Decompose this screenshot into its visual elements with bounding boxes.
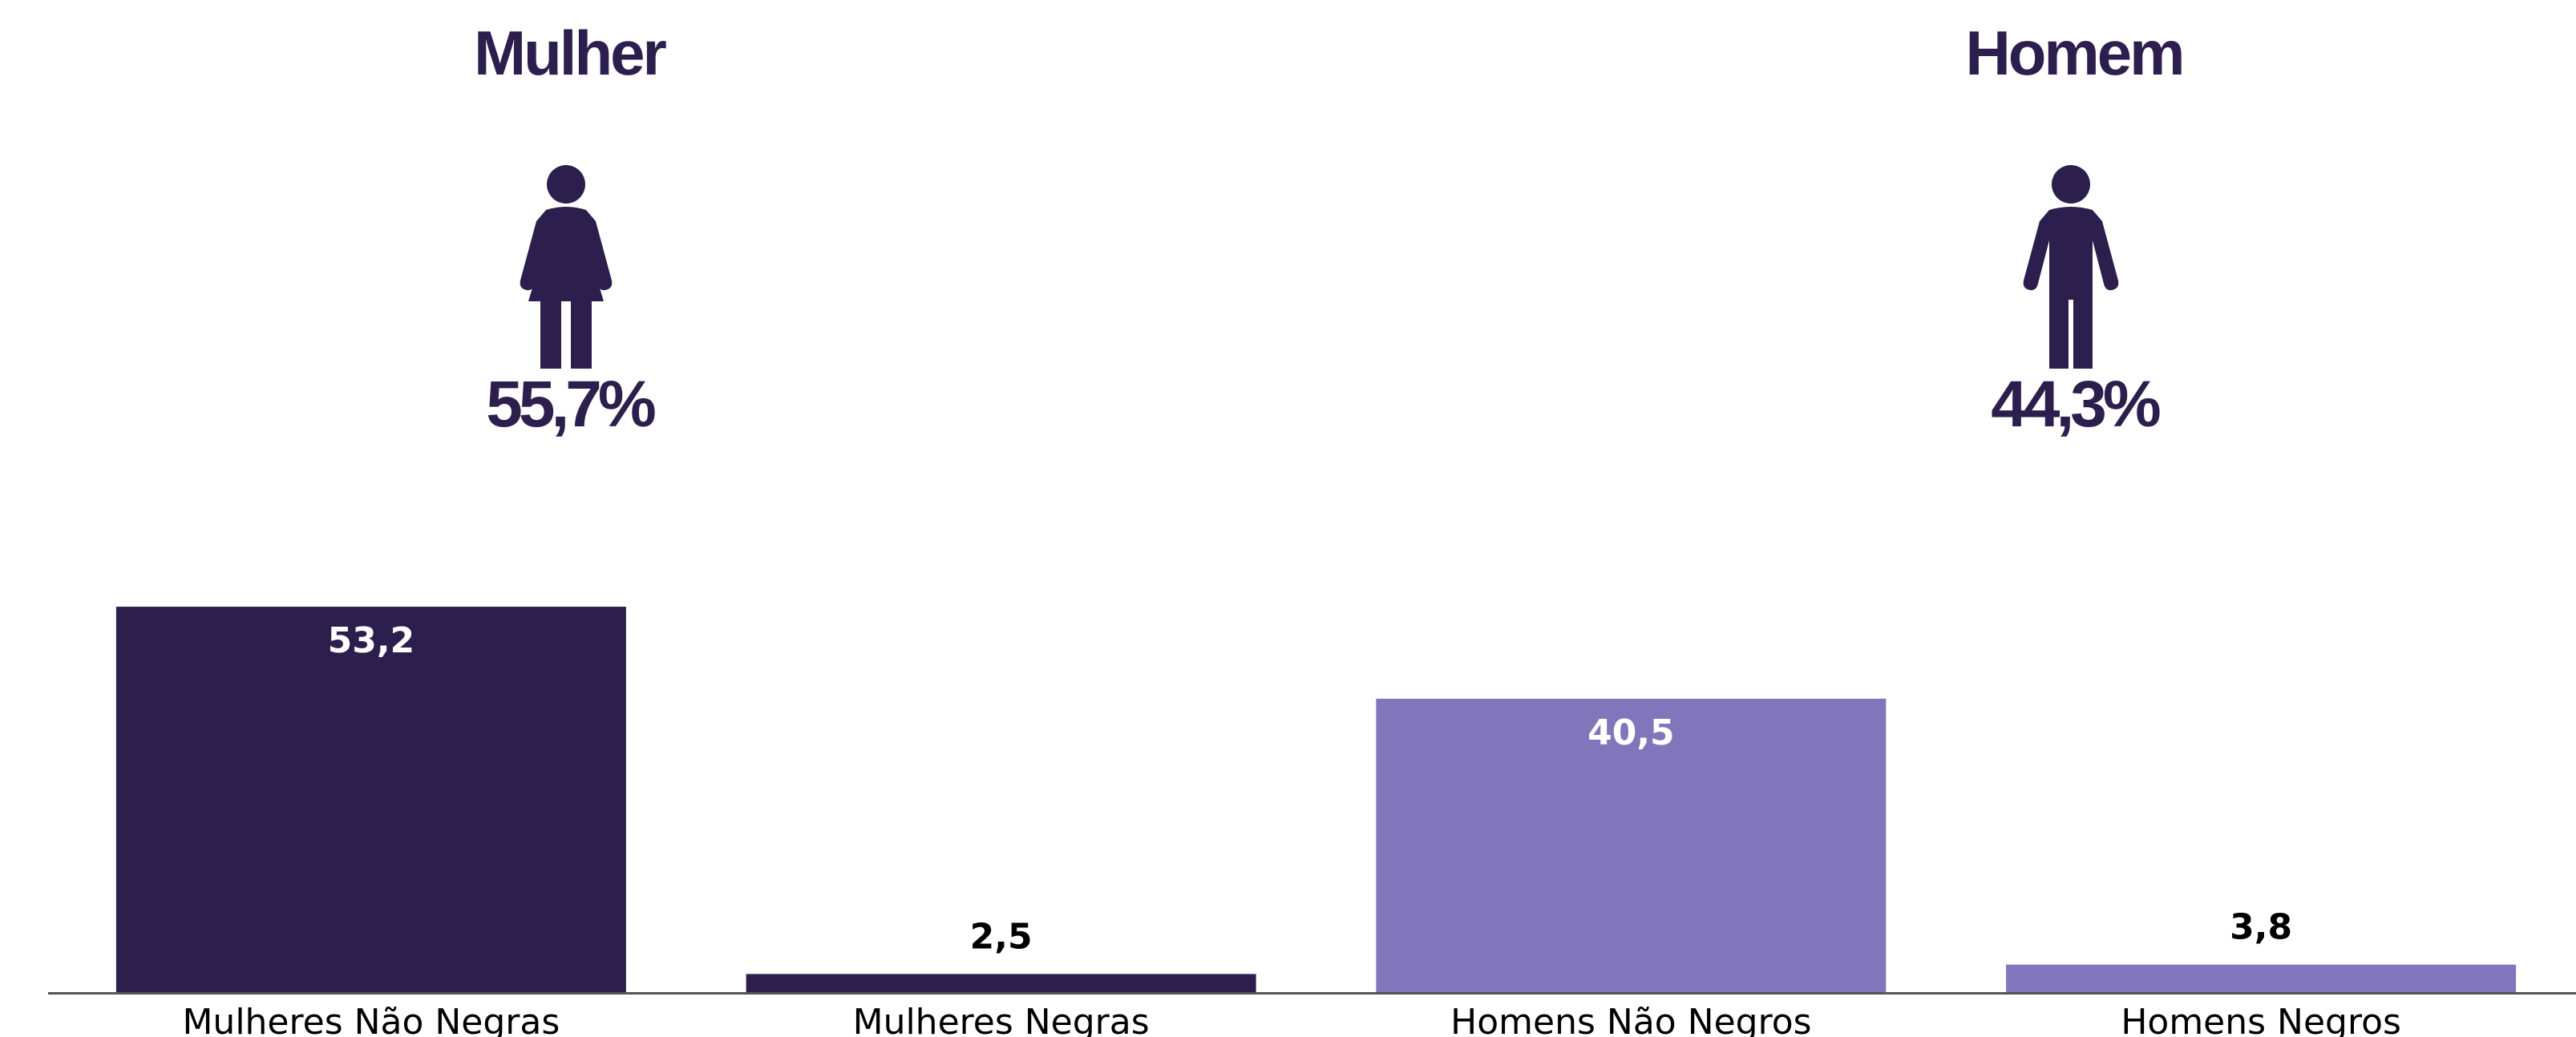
woman-icon	[520, 165, 613, 369]
group-title-mulher: Mulher	[474, 18, 667, 88]
man-icon	[2023, 165, 2119, 369]
value-label-homens-nao-negros: 40,5	[1587, 712, 1675, 753]
value-label-mulheres-nao-negras: 53,2	[328, 620, 415, 661]
category-label-mulheres-nao-negras: Mulheres Não Negras	[182, 1002, 560, 1037]
bar-mulheres-negras	[746, 974, 1256, 992]
percent-homem: 44,3%	[1991, 368, 2161, 441]
category-label-homens-nao-negros: Homens Não Negros	[1450, 1002, 1811, 1037]
bar-homens-nao-negros	[1376, 698, 1887, 992]
percent-mulher: 55,7%	[486, 368, 657, 441]
category-label-homens-negros: Homens Negros	[2121, 1002, 2401, 1037]
group-title-homem: Homem	[1965, 18, 2185, 88]
category-label-mulheres-negras: Mulheres Negras	[853, 1002, 1150, 1037]
bar-mulheres-nao-negras	[115, 607, 626, 992]
bars-group	[115, 607, 2517, 992]
value-label-mulheres-negras: 2,5	[970, 916, 1033, 957]
value-label-homens-negros: 3,8	[2230, 907, 2292, 948]
labels-group: 53,2 Mulheres Não Negras 2,5 Mulheres Negra…	[182, 620, 2400, 1037]
bar-homens-negros	[2006, 964, 2517, 992]
